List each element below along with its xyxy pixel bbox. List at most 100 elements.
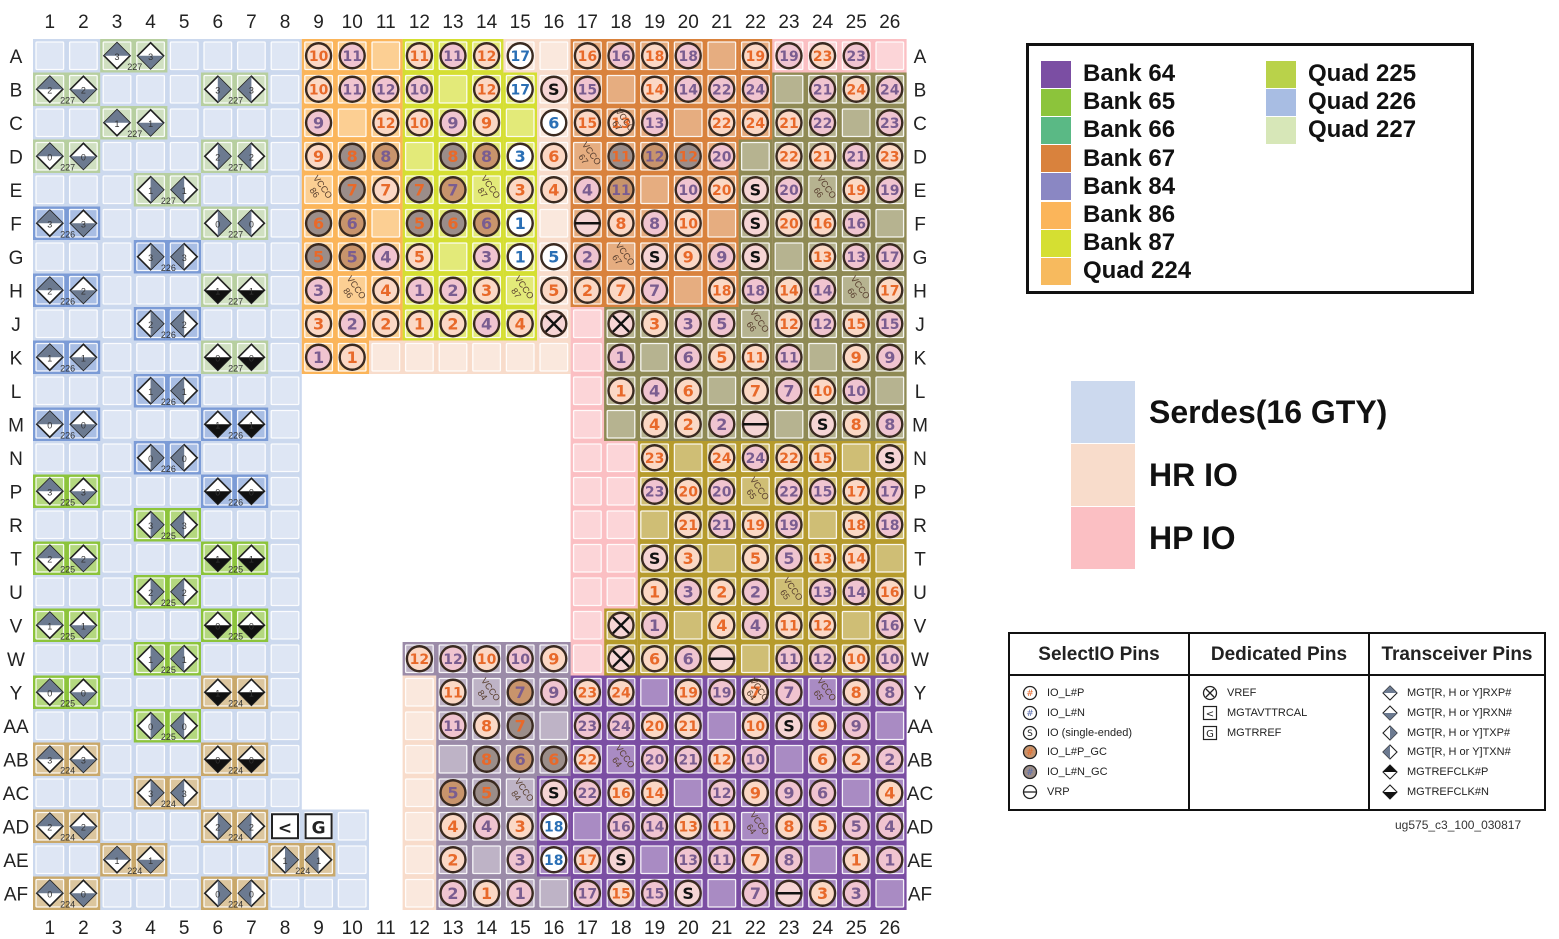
pin-circle <box>472 276 501 304</box>
io-pin-N26: S <box>876 444 904 472</box>
pin-number: S <box>649 248 661 267</box>
pin-cell <box>740 309 770 339</box>
io-pin-AA23: S <box>775 712 803 740</box>
io-pin-AA17: 23 <box>573 712 602 740</box>
quad-label: 226 <box>228 497 243 507</box>
pin-number: 18 <box>880 518 899 534</box>
quad-label: 225 <box>228 631 243 641</box>
io-pin-B19: 14 <box>640 75 669 103</box>
pin-circle <box>540 75 568 103</box>
pin-number: 1 <box>515 248 526 267</box>
lane-number: 1 <box>148 655 153 665</box>
pin-number: 21 <box>813 149 832 165</box>
pin-number: 13 <box>813 250 832 266</box>
io-pin-D13: 8 <box>439 142 467 170</box>
column-label: 2 <box>78 12 89 33</box>
pin-cell <box>270 878 300 908</box>
pin-cell <box>102 744 132 774</box>
pin-number: 7 <box>750 382 761 401</box>
pin-circle <box>472 879 501 907</box>
pin-circle <box>439 142 467 170</box>
diamond-fill <box>238 759 265 773</box>
pin-cell <box>673 778 703 808</box>
diamond-fill <box>217 880 231 907</box>
column-label: 23 <box>778 12 799 33</box>
pin-cell <box>673 275 703 305</box>
pin-cell <box>539 409 569 439</box>
io-pin-A13: 11 <box>439 42 467 70</box>
io-pin-Y20: 19 <box>674 678 702 706</box>
serdes-pin-AE4: 1 <box>136 845 165 874</box>
io-pin-E22: S <box>741 176 770 204</box>
lane-number: 0 <box>81 688 86 698</box>
diamond-fill <box>217 210 231 237</box>
io-pin-AC24: 6 <box>808 779 837 807</box>
quad-label: 224 <box>228 899 243 909</box>
pin-cell <box>707 711 737 741</box>
io-pin-G16: 5 <box>540 243 568 271</box>
pin-cell <box>304 778 334 808</box>
pin-circle <box>405 176 434 204</box>
pin-number: S <box>783 717 795 736</box>
lane-number: 0 <box>249 487 254 497</box>
pin-circle <box>573 846 602 874</box>
pin-number: 4 <box>750 616 761 635</box>
lane-number: 1 <box>47 621 52 631</box>
pin-cell <box>438 476 468 506</box>
io-pin-B24: 21 <box>808 75 837 103</box>
pin-cell <box>236 778 266 808</box>
pin-number: 1 <box>615 348 626 367</box>
pin-circle <box>775 645 803 673</box>
pin-circle <box>607 812 635 840</box>
lane-number: 0 <box>215 621 220 631</box>
selectio-row: # IO_L#N_GC <box>1022 763 1108 781</box>
pin-cell <box>539 208 569 238</box>
io-pin-H19: 7 <box>640 276 669 304</box>
diamond-fill <box>137 859 164 873</box>
io-pin-F15: 1 <box>506 209 534 237</box>
pin-circle <box>708 745 736 773</box>
io-pin-AF19: 15 <box>640 879 669 907</box>
io-pin-AE26: 1 <box>876 846 904 874</box>
diamond-fill <box>70 692 97 706</box>
pin-circle <box>674 209 702 237</box>
pin-cell <box>808 175 838 205</box>
pin-cell <box>505 543 535 573</box>
io-pin-G22: S <box>741 243 770 271</box>
io-pin-AA13: 11 <box>439 712 467 740</box>
pin-number: S <box>615 851 627 870</box>
io-pin-V26: 16 <box>876 611 904 639</box>
legend-label: Quad 227 <box>1308 116 1417 144</box>
pin-circle <box>405 645 434 673</box>
vcco-bank: 65 <box>812 688 826 702</box>
diamond-fill <box>104 42 130 56</box>
pin-cell <box>169 878 199 908</box>
row-label: R <box>913 516 927 537</box>
pin-circle <box>876 477 904 505</box>
quad-label: 225 <box>161 598 176 608</box>
pin-number: 4 <box>447 817 458 836</box>
io-type-swatch <box>1071 381 1135 443</box>
lane-number: 2 <box>182 320 187 330</box>
lane-number: 1 <box>316 856 321 866</box>
pin-cell <box>337 577 367 607</box>
column-label: 22 <box>745 918 766 939</box>
io-pin-J18 <box>607 310 635 338</box>
diamond-fill <box>36 210 63 224</box>
pin-number: 6 <box>481 214 492 233</box>
pin-cell <box>236 242 266 272</box>
io-type-item: HR IO <box>1071 444 1238 506</box>
lane-number: 3 <box>148 789 153 799</box>
pin-circle <box>640 444 669 472</box>
serdes-pin-Y2: 0 <box>69 678 98 707</box>
row-label: C <box>913 114 927 135</box>
pin-cell <box>270 644 300 674</box>
pin-cell <box>102 141 132 171</box>
pin-cell <box>35 309 65 339</box>
quad-label: 227 <box>127 62 142 72</box>
diamond-fill <box>36 545 63 559</box>
io-pin-H22: 18 <box>741 276 770 304</box>
pin-number: 24 <box>880 82 900 98</box>
pin-cell <box>472 443 502 473</box>
